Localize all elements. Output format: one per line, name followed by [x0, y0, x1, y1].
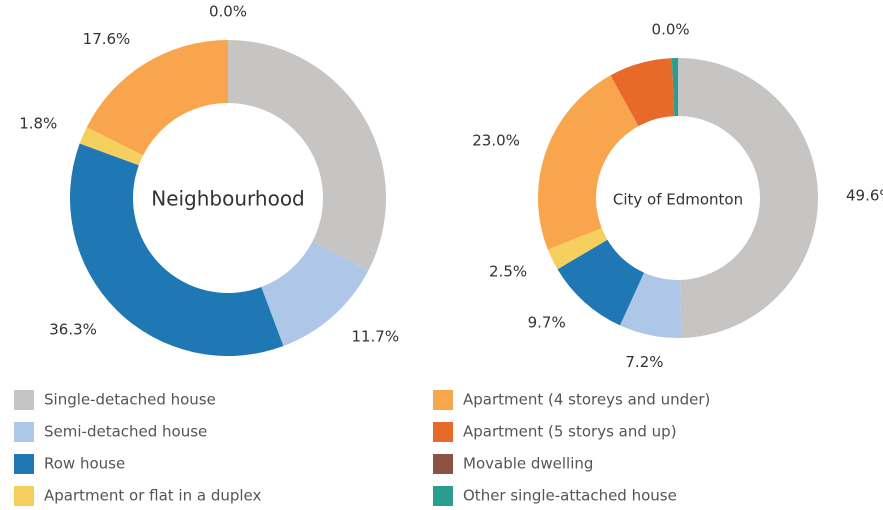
- donut-slice: [610, 58, 675, 127]
- donut-slice: [547, 228, 608, 270]
- donut-slice: [619, 272, 682, 338]
- legend-label: Apartment or flat in a duplex: [44, 487, 262, 505]
- legend-swatch: [433, 454, 453, 474]
- legend-label: Apartment (5 storys and up): [463, 423, 677, 441]
- data-label: 1.8%: [19, 115, 57, 133]
- data-label: 11.7%: [351, 328, 399, 346]
- donut-slice: [79, 127, 144, 166]
- donut-title: Neighbourhood: [151, 187, 305, 211]
- legend-swatch: [14, 390, 34, 410]
- data-label: 23.0%: [472, 132, 520, 150]
- donut-slice: [538, 75, 639, 250]
- legend-swatch: [433, 422, 453, 442]
- donut-slice: [557, 239, 645, 326]
- legend-label: Single-detached house: [44, 391, 216, 409]
- legend-label: Semi-detached house: [44, 423, 207, 441]
- donut-slice: [69, 143, 284, 356]
- legend-label: Row house: [44, 455, 125, 473]
- donut-slice: [678, 58, 818, 338]
- data-label: 49.6%: [846, 186, 883, 204]
- data-label: 0.0%: [652, 21, 690, 39]
- donut-slice: [86, 39, 228, 156]
- legend-swatch: [14, 486, 34, 506]
- data-label: 2.5%: [489, 262, 527, 280]
- data-label: 7.2%: [625, 353, 663, 371]
- donut-slice: [228, 40, 387, 271]
- legend-swatch: [14, 454, 34, 474]
- legend-label: Apartment (4 storeys and under): [463, 391, 710, 409]
- legend-swatch: [14, 422, 34, 442]
- legend-swatch: [433, 486, 453, 506]
- data-label: 0.0%: [209, 3, 247, 21]
- legend-label: Other single-attached house: [463, 487, 677, 505]
- donut-title: City of Edmonton: [613, 191, 743, 209]
- legend-swatch: [433, 390, 453, 410]
- donut-slice: [261, 241, 369, 346]
- data-label: 17.6%: [83, 30, 131, 48]
- data-label: 36.3%: [49, 320, 97, 338]
- legend-label: Movable dwelling: [463, 455, 593, 473]
- data-label: 9.7%: [528, 313, 566, 331]
- donut-slice: [671, 58, 678, 117]
